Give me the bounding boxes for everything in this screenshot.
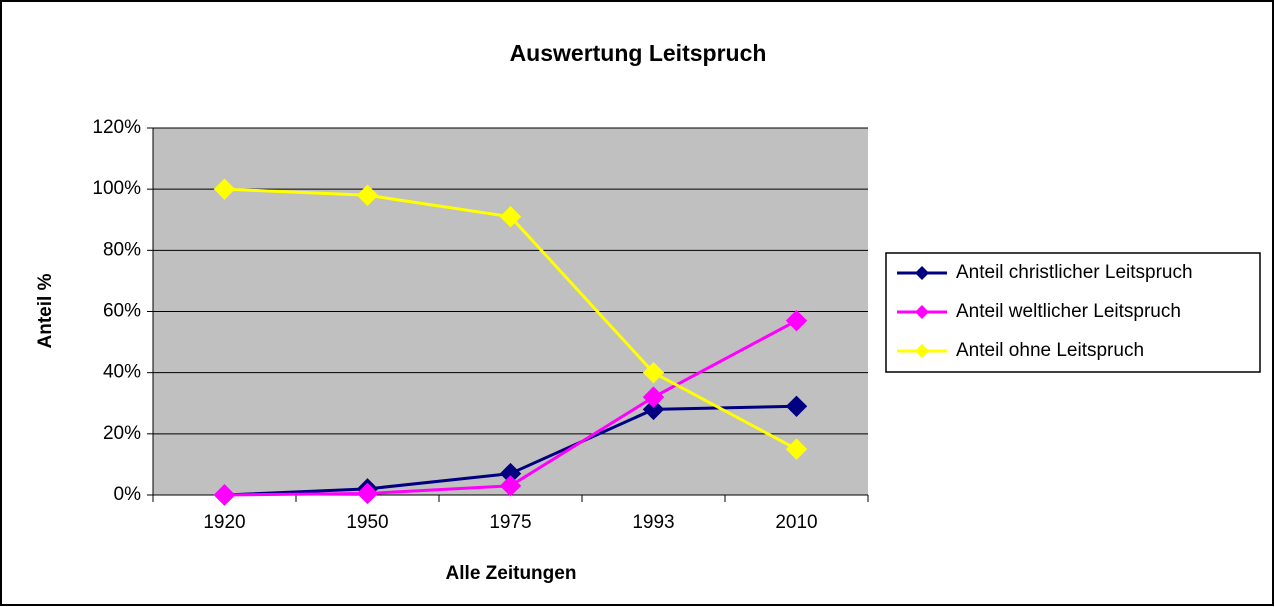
legend-label: Anteil weltlicher Leitspruch (956, 301, 1181, 322)
data-point (499, 205, 522, 228)
legend-marker (915, 305, 929, 319)
x-axis-label: Alle Zeitungen (446, 563, 577, 584)
x-tick-label: 2010 (775, 512, 817, 533)
data-point (785, 395, 808, 418)
data-point (642, 361, 665, 384)
data-point (213, 484, 236, 506)
data-point (213, 178, 236, 200)
y-tick-label: 20% (103, 423, 141, 444)
legend-box (885, 252, 1261, 373)
chart-title: Auswertung Leitspruch (510, 40, 767, 66)
data-point (499, 475, 522, 497)
x-tick-label: 1920 (203, 512, 245, 533)
x-tick-label: 1975 (489, 512, 531, 533)
data-point (785, 438, 808, 460)
y-tick-label: 120% (92, 117, 141, 138)
data-point (642, 386, 665, 408)
x-tick-label: 1950 (346, 512, 388, 533)
legend-marker (915, 344, 929, 358)
y-tick-label: 100% (92, 178, 141, 199)
data-point (356, 184, 379, 206)
y-tick-label: 0% (114, 484, 142, 505)
y-tick-label: 60% (103, 301, 141, 322)
legend-marker (915, 266, 929, 280)
y-axis-label: Anteil % (35, 273, 56, 348)
data-point (642, 398, 665, 421)
legend-label: Anteil ohne Leitspruch (956, 340, 1144, 361)
x-tick-label: 1993 (632, 512, 674, 533)
legend-label: Anteil christlicher Leitspruch (956, 262, 1193, 283)
data-point (356, 482, 379, 505)
y-tick-label: 80% (103, 239, 141, 260)
data-point (785, 309, 808, 332)
y-tick-label: 40% (103, 362, 141, 383)
